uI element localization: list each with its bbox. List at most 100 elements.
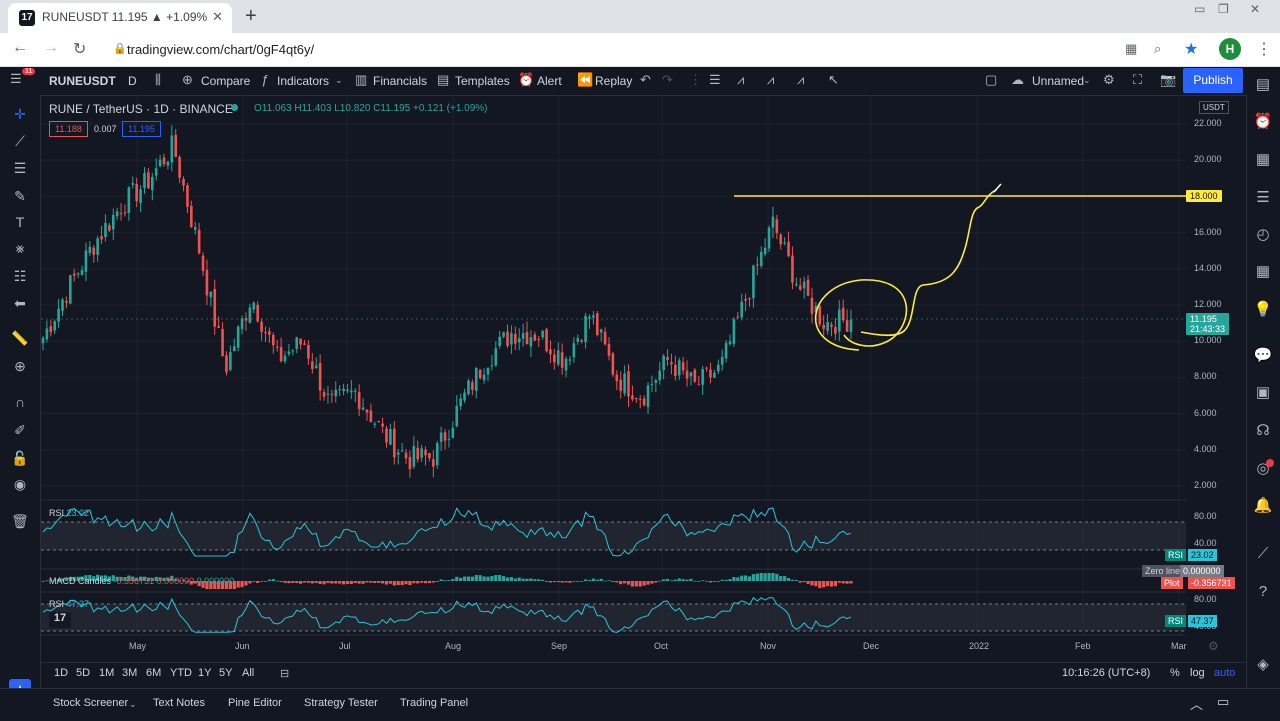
compare-plus-icon[interactable]: ⊕ xyxy=(182,72,193,87)
financials-icon[interactable]: ▥ xyxy=(355,72,368,87)
minimize-icon[interactable]: ▭ xyxy=(1194,2,1206,16)
timeframe-1d[interactable]: 1D xyxy=(54,667,69,679)
menu-icon[interactable]: ☰ xyxy=(10,71,22,86)
timeframe-ytd[interactable]: YTD xyxy=(170,667,192,679)
symbol-search[interactable]: RUNEUSDT xyxy=(49,74,116,88)
rsi2-legend[interactable]: RSI 47.37 xyxy=(49,599,89,609)
tab-trading-panel[interactable]: Trading Panel xyxy=(400,697,469,709)
restore-icon[interactable]: ❐ xyxy=(1218,2,1229,16)
alerts-clock-icon[interactable]: ⏰ xyxy=(1253,113,1273,130)
cursor-icon[interactable]: ↖ xyxy=(828,72,839,87)
help-icon[interactable]: ? xyxy=(1258,583,1268,600)
indicators-dropdown-icon[interactable]: ⌄ xyxy=(335,75,343,85)
clock-timezone[interactable]: 10:16:26 (UTC+8) xyxy=(1062,667,1151,679)
templates-button[interactable]: Templates xyxy=(455,74,510,88)
tab-stock-screener[interactable]: Stock Screener xyxy=(53,697,129,709)
hotlist-icon[interactable]: ☰ xyxy=(1256,189,1270,206)
magnet-icon[interactable]: ∩ xyxy=(14,394,26,410)
ask-price[interactable]: 11.195 xyxy=(122,121,161,137)
tab-strategy-tester[interactable]: Strategy Tester xyxy=(304,697,378,709)
tradingview-logo-icon[interactable]: 17 xyxy=(49,612,71,628)
symbol-legend[interactable]: RUNE / TetherUS · 1D · BINANCE xyxy=(49,102,233,116)
app-grid-icon[interactable]: ▦ xyxy=(1125,41,1138,56)
drag-handle-icon[interactable]: ⋮ xyxy=(689,72,702,87)
undo-icon[interactable]: ↶ xyxy=(640,72,651,87)
zoom-in-icon[interactable]: ⊕ xyxy=(14,358,26,374)
compare-button[interactable]: Compare xyxy=(201,74,251,88)
tab-text-notes[interactable]: Text Notes xyxy=(153,697,205,709)
trend-line-icon[interactable]: ⟋ xyxy=(15,133,25,149)
timeframe-5y[interactable]: 5Y xyxy=(219,667,233,679)
price-chart[interactable] xyxy=(41,95,1186,662)
calendar-clock-icon[interactable]: ◴ xyxy=(1256,226,1270,243)
support-icon[interactable]: ☊ xyxy=(1256,422,1270,439)
trading-chart-icon[interactable]: ⟋ xyxy=(1257,545,1269,562)
ideas-lightbulb-icon[interactable]: 💡 xyxy=(1253,301,1273,318)
url-field[interactable]: tradingview.com/chart/0gF4qt6y/ xyxy=(127,42,315,57)
replay-icon[interactable]: ⏪ xyxy=(577,72,594,87)
browser-tab[interactable]: 17 RUNEUSDT 11.195 ▲ +1.09% Un ✕ xyxy=(8,3,232,33)
arrow-back-icon[interactable]: ⬅ xyxy=(14,295,26,311)
pattern-tool-icon[interactable]: ⨳ xyxy=(15,240,25,256)
layout-name[interactable]: Unnamed xyxy=(1032,74,1085,88)
screener-dropdown-icon[interactable]: ⌄ xyxy=(129,699,137,709)
eye-icon[interactable]: ◉ xyxy=(13,476,27,492)
rsi1-legend[interactable]: RSI 23.02 xyxy=(49,508,89,518)
chat-icon[interactable]: 💬 xyxy=(1253,347,1273,364)
percent-scale-toggle[interactable]: % xyxy=(1170,667,1180,679)
indicators-fx-icon[interactable]: ƒ xyxy=(261,72,269,87)
ruler-icon[interactable]: 📏 xyxy=(11,330,29,346)
data-window-icon[interactable]: ▦ xyxy=(1255,151,1271,168)
fullscreen-icon[interactable]: ⛶ xyxy=(1133,72,1143,87)
notifications-bell-icon[interactable]: 🔔 xyxy=(1253,497,1273,514)
streams-icon[interactable]: ▣ xyxy=(1255,384,1271,401)
settings-gear-icon[interactable]: ⚙ xyxy=(1103,72,1115,87)
back-icon[interactable]: ← xyxy=(12,39,28,56)
date-range-icon[interactable]: ⊟ xyxy=(280,668,290,680)
forward-icon[interactable]: → xyxy=(43,39,59,56)
profile-avatar[interactable]: H xyxy=(1219,38,1241,60)
timeframe-all[interactable]: All xyxy=(242,667,255,679)
tab-close-icon[interactable]: ✕ xyxy=(212,9,223,24)
reload-icon[interactable]: ↻ xyxy=(73,41,87,58)
alert-button[interactable]: Alert xyxy=(537,74,562,88)
parallel-channel-icon[interactable]: ☰ xyxy=(13,160,27,176)
replay-button[interactable]: Replay xyxy=(595,74,633,88)
brush-icon[interactable]: ✎ xyxy=(14,188,26,204)
chart-type-icon[interactable]: ⫼ xyxy=(155,72,161,87)
currency-label[interactable]: USDT xyxy=(1199,101,1229,114)
interval-select[interactable]: D xyxy=(128,74,137,88)
object-tree-layers-icon[interactable]: ◈ xyxy=(1257,656,1269,673)
new-tab-button[interactable]: + xyxy=(245,5,257,27)
collapse-panel-icon[interactable]: ︿ xyxy=(1190,697,1204,712)
wxy-pattern-icon[interactable]: ⩘ xyxy=(767,72,775,87)
layout-select-icon[interactable]: ▢ xyxy=(985,72,998,87)
cloud-icon[interactable]: ☁ xyxy=(1011,72,1024,87)
browser-menu-icon[interactable]: ⋮ xyxy=(1256,41,1272,58)
time-axis-settings-icon[interactable]: ⚙ xyxy=(1208,639,1219,653)
bookmark-star-icon[interactable]: ★ xyxy=(1184,41,1199,58)
redo-icon[interactable]: ↷ xyxy=(662,72,673,87)
watchlist-icon[interactable]: ▤ xyxy=(1255,76,1271,93)
window-close-icon[interactable]: ✕ xyxy=(1250,2,1261,16)
timeframe-5d[interactable]: 5D xyxy=(76,667,91,679)
publish-button[interactable]: Publish xyxy=(1183,68,1243,93)
indicators-button[interactable]: Indicators xyxy=(277,74,330,88)
snapshot-camera-icon[interactable]: 📷 xyxy=(1160,72,1177,87)
crosshair-icon[interactable]: ✛ xyxy=(14,106,26,122)
wxy-pattern-2-icon[interactable]: ⩘ xyxy=(797,72,805,87)
timeframe-3m[interactable]: 3M xyxy=(122,667,138,679)
templates-icon[interactable]: ▤ xyxy=(437,72,450,87)
financials-button[interactable]: Financials xyxy=(373,74,428,88)
layout-dropdown-icon[interactable]: ⌄ xyxy=(1083,75,1091,85)
timeframe-1m[interactable]: 1M xyxy=(99,667,115,679)
maximize-panel-icon[interactable]: ▭ xyxy=(1217,694,1230,709)
trash-icon[interactable]: 🗑 xyxy=(11,513,29,529)
prediction-tool-icon[interactable]: ☷ xyxy=(13,268,27,284)
alert-clock-icon[interactable]: ⏰ xyxy=(518,72,535,87)
log-scale-toggle[interactable]: log xyxy=(1190,667,1205,679)
text-tool-icon[interactable]: T xyxy=(15,214,25,230)
lock-all-icon[interactable]: 🔓 xyxy=(11,450,29,466)
drawing-toolbar-icon[interactable]: ☰ xyxy=(709,72,721,87)
macd-legend[interactable]: MACD Candles -0.356731 0.000000 0.000000 xyxy=(49,576,234,586)
